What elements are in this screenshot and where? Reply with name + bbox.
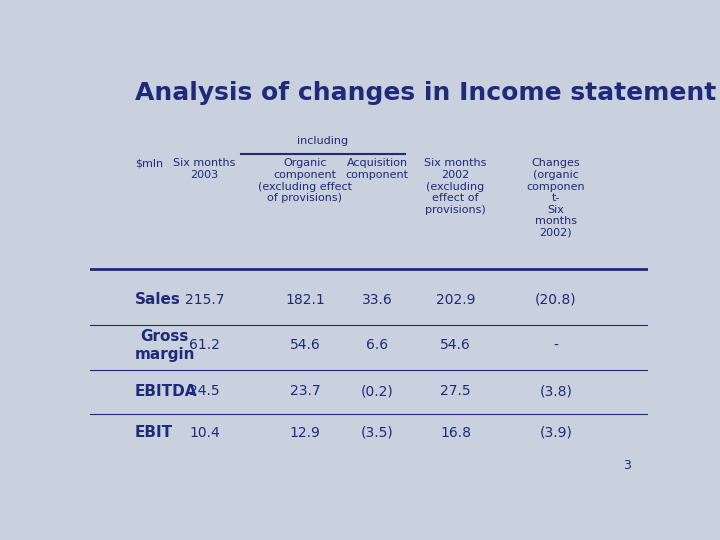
Text: 54.6: 54.6: [289, 339, 320, 353]
Text: -: -: [554, 339, 559, 353]
Text: Six months
2003: Six months 2003: [174, 158, 235, 180]
Text: $mln: $mln: [135, 158, 163, 168]
Text: 202.9: 202.9: [436, 293, 475, 307]
Text: 54.6: 54.6: [440, 339, 471, 353]
Text: 12.9: 12.9: [289, 426, 320, 440]
Text: EBITDA: EBITDA: [135, 384, 197, 399]
Text: (3.8): (3.8): [539, 384, 572, 398]
Text: including: including: [297, 136, 348, 146]
Text: 27.5: 27.5: [440, 384, 471, 398]
Text: 182.1: 182.1: [285, 293, 325, 307]
Text: 6.6: 6.6: [366, 339, 388, 353]
Text: (3.5): (3.5): [361, 426, 394, 440]
Text: (0.2): (0.2): [361, 384, 394, 398]
Text: 10.4: 10.4: [189, 426, 220, 440]
Text: 61.2: 61.2: [189, 339, 220, 353]
Text: Acquisition
component: Acquisition component: [346, 158, 409, 180]
Text: Organic
component
(excluding effect
of provisions): Organic component (excluding effect of p…: [258, 158, 352, 203]
Text: 3: 3: [624, 460, 631, 472]
Text: EBIT: EBIT: [135, 426, 173, 440]
Text: Six months
2002
(excluding
effect of
provisions): Six months 2002 (excluding effect of pro…: [424, 158, 487, 215]
Text: 24.5: 24.5: [189, 384, 220, 398]
Text: Changes
(organic
componen
t-
Six
months
2002): Changes (organic componen t- Six months …: [526, 158, 585, 238]
Text: 33.6: 33.6: [362, 293, 392, 307]
Text: 16.8: 16.8: [440, 426, 471, 440]
Text: (3.9): (3.9): [539, 426, 572, 440]
Text: Gross
margin: Gross margin: [135, 329, 195, 362]
Text: Analysis of changes in Income statement: Analysis of changes in Income statement: [135, 82, 716, 105]
Text: (20.8): (20.8): [535, 293, 577, 307]
Text: 215.7: 215.7: [184, 293, 224, 307]
Text: 23.7: 23.7: [289, 384, 320, 398]
Text: Sales: Sales: [135, 292, 181, 307]
